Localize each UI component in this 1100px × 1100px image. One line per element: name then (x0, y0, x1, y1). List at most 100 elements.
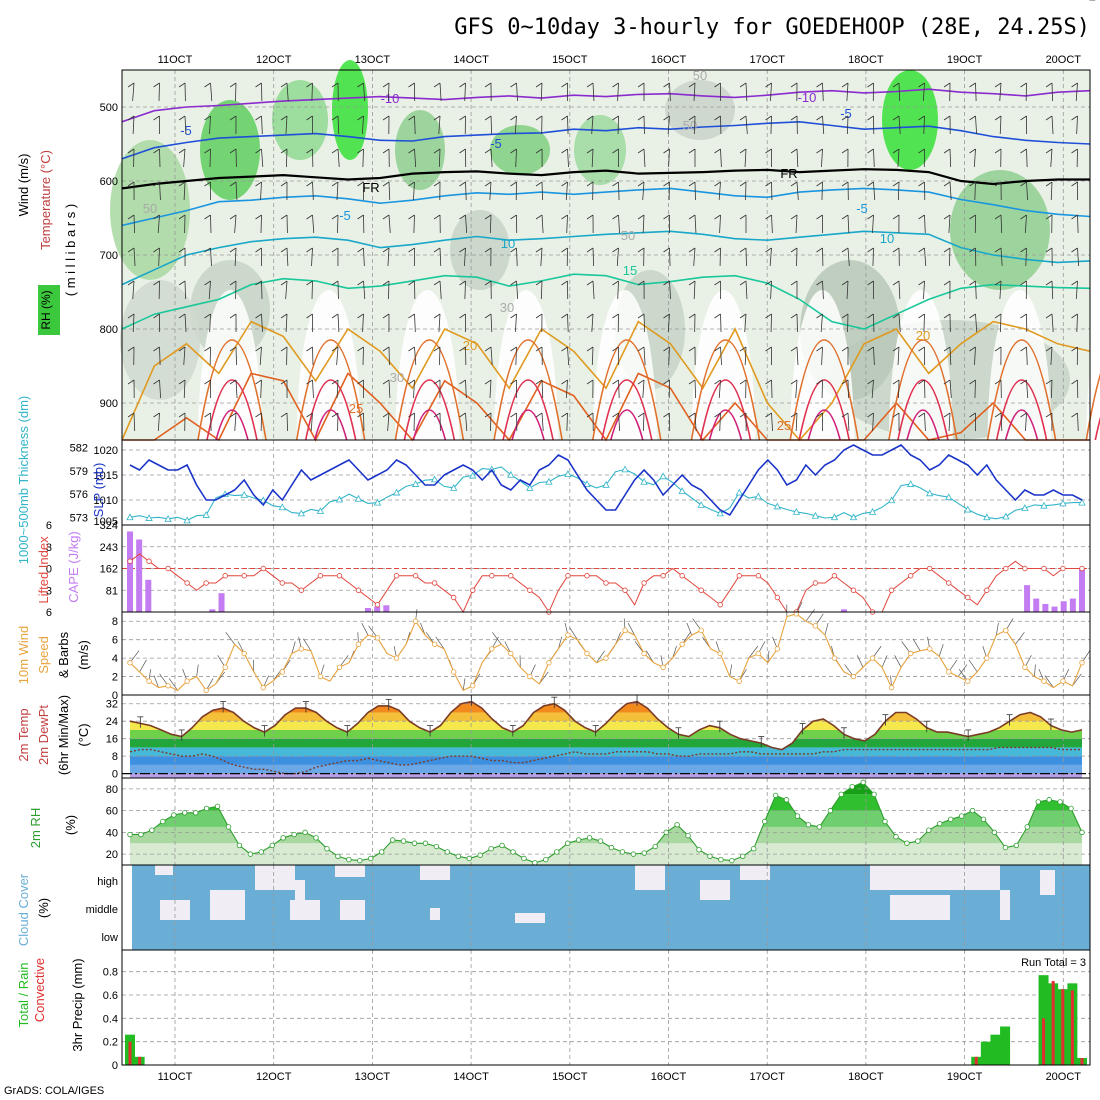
wind-barb-flag (484, 313, 492, 319)
wind-barb-flag (867, 412, 874, 418)
rh2m-marker (1035, 799, 1041, 805)
thickness-label: 1000~500mb Thickness (dm) (16, 396, 31, 565)
rh2m-marker (882, 818, 888, 825)
wind-barb-flag (1020, 313, 1027, 319)
lifted-index-marker (184, 580, 190, 586)
wind-barb (796, 148, 799, 168)
wind-barb-flag (688, 115, 696, 121)
thickness-marker (316, 507, 325, 514)
wind-barb-flag (714, 214, 721, 220)
temp-band (130, 729, 1082, 739)
cape-tick-label: 162 (100, 564, 118, 576)
wind-barb-flag (739, 214, 747, 220)
rh2m-marker (630, 851, 637, 857)
wind-barb-flag (943, 181, 951, 187)
wind-barb-flag (1045, 280, 1053, 286)
wind-tick-label: 6 (112, 635, 118, 647)
wind-barb-flag (484, 115, 492, 121)
isotherm-line (888, 339, 958, 441)
rh-contour-fill (200, 100, 260, 200)
precip-tick-label: 0.8 (103, 967, 118, 979)
wind-barb (387, 247, 390, 267)
wind-barb-flag (1020, 115, 1027, 121)
wind-barb (1026, 181, 1029, 201)
wind-barb-flag (1071, 346, 1078, 352)
wind-barb-flag (969, 412, 976, 418)
wind-barb-flag (306, 148, 313, 154)
wind-barb-flag (816, 181, 823, 187)
cloud-start-gap (122, 865, 132, 950)
wind-barb (438, 148, 441, 168)
wind-barb-flag (612, 115, 619, 121)
lifted-index-marker (450, 594, 457, 601)
wind-barb (132, 313, 135, 333)
wind10-barb (1015, 632, 1025, 645)
wind-barb-flag (331, 280, 339, 286)
wind-barb-flag (357, 181, 364, 187)
wind-barb (286, 412, 288, 432)
wind-barb (210, 412, 212, 432)
wind-barb-flag (510, 412, 517, 418)
wind-barb (565, 181, 568, 201)
wind-barb-flag (153, 346, 160, 352)
rh2m-marker (641, 850, 647, 856)
rh2m-marker (729, 857, 735, 864)
cloud-clear-patch (1000, 890, 1010, 920)
rh2m-marker (608, 844, 615, 851)
wind-barb-flag (663, 115, 670, 121)
wind-barb (846, 280, 849, 300)
slp-tick-label: 1010 (94, 495, 118, 507)
lifted-index-marker (298, 587, 305, 593)
wind-barb-flag (918, 247, 925, 253)
wind-barb-flag (969, 280, 976, 286)
wind-barb (949, 379, 952, 399)
wind10-speed-label: Speed (36, 636, 51, 674)
rh2m-marker (926, 827, 932, 833)
precip-tick-label: 0.6 (103, 990, 118, 1002)
precip-tick-label: 0.4 (103, 1013, 118, 1025)
wind-barb-flag (918, 181, 925, 187)
wind-barb-flag (204, 379, 211, 385)
wind10-marker (755, 650, 762, 657)
wind-barb (209, 313, 211, 333)
wind-barb-flag (153, 280, 160, 286)
rh2m-marker (969, 807, 976, 814)
plot-area: 11OCT 11OCT 12OCT 12OCT 13OCT 13OCT 14OCT 14OCT… (16, 0, 1100, 1083)
wind-barb-flag (204, 214, 211, 220)
cloud-clear-patch (635, 865, 665, 890)
wind-barb-flag (204, 148, 211, 154)
wind-barb-flag (892, 214, 900, 220)
wind-barb (285, 313, 288, 333)
wind-barb-flag (561, 412, 568, 418)
wind-barb-flag (357, 247, 364, 253)
wind-barb-flag (178, 412, 186, 418)
cape-label: CAPE (J/kg) (66, 531, 81, 603)
wind-barb-flag (127, 379, 135, 385)
wind-barb (1077, 214, 1079, 234)
wind10-barb (435, 636, 445, 650)
wind-barb-flag (561, 115, 568, 121)
wind-barb-flag (943, 280, 951, 286)
wind-barb-flag (306, 181, 313, 187)
wind-barb-flag (892, 148, 900, 154)
wind-barb (897, 148, 900, 168)
thickness-marker (792, 508, 801, 515)
wind-barb-flag (612, 346, 619, 352)
lifted-index-marker (584, 573, 590, 579)
lifted-index-marker (165, 565, 171, 572)
wind-barb-flag (561, 148, 568, 154)
contour-label: -5 (339, 208, 351, 223)
wind-barb (618, 412, 621, 432)
wind-barb-flag (892, 379, 900, 385)
isotherm-line (601, 379, 653, 441)
wind-barb (567, 346, 570, 366)
wind-barb (567, 148, 569, 168)
isotherm-line (121, 273, 1091, 330)
wind-barb-flag (739, 346, 747, 352)
wind10-barb (153, 675, 159, 688)
wind-barb-flag (612, 247, 619, 253)
wind-barb-flag (382, 313, 390, 319)
wind-barb-flag (331, 379, 339, 385)
rh2m-marker (740, 853, 746, 859)
wind-barb (1051, 313, 1054, 333)
